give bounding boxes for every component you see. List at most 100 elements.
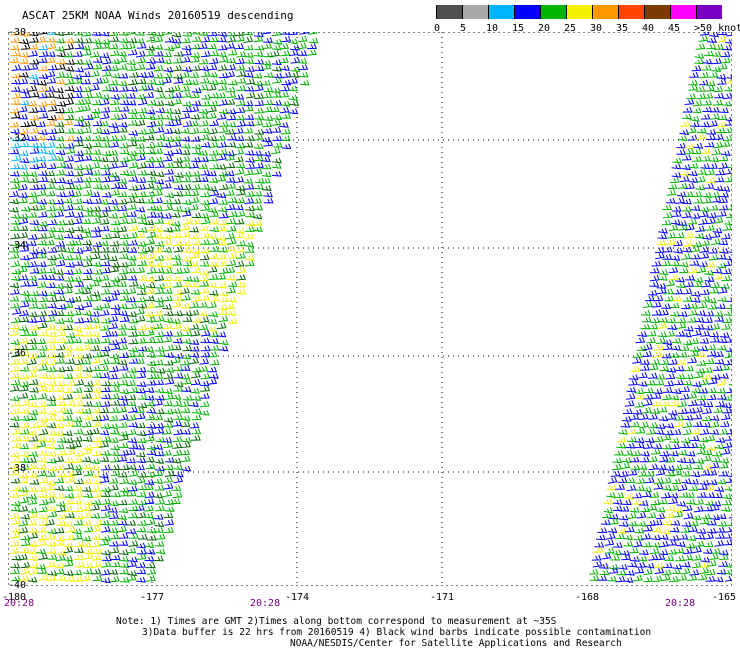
wind-barb bbox=[28, 568, 39, 575]
wind-barb bbox=[155, 92, 166, 99]
wind-barb bbox=[91, 38, 102, 45]
wind-barb bbox=[10, 213, 21, 220]
wind-barb bbox=[56, 472, 67, 478]
wind-barb bbox=[38, 514, 49, 520]
wind-barb bbox=[289, 100, 300, 107]
wind-barb bbox=[692, 99, 703, 107]
wind-barb bbox=[37, 198, 47, 205]
wind-barb bbox=[108, 322, 119, 330]
wind-barb bbox=[145, 337, 156, 344]
wind-barb bbox=[108, 134, 119, 142]
wind-barb bbox=[638, 372, 648, 379]
wind-barb bbox=[216, 225, 227, 232]
wind-barb bbox=[191, 316, 202, 323]
wind-barb bbox=[10, 99, 21, 106]
wind-barb bbox=[64, 114, 75, 121]
wind-barb bbox=[82, 239, 93, 246]
wind-barb bbox=[92, 415, 103, 422]
wind-barb bbox=[9, 492, 19, 499]
wind-barb bbox=[18, 337, 29, 344]
wind-barb bbox=[162, 490, 173, 498]
wind-barb bbox=[675, 197, 685, 204]
wind-barb bbox=[91, 252, 101, 260]
wind-barb bbox=[118, 555, 129, 562]
wind-barb bbox=[19, 99, 30, 106]
wind-barb bbox=[172, 240, 183, 247]
wind-barbs bbox=[8, 32, 732, 584]
wind-barb bbox=[9, 121, 20, 128]
wind-barb bbox=[137, 107, 148, 114]
wind-barb bbox=[627, 520, 638, 527]
wind-barb bbox=[27, 486, 38, 493]
wind-barb bbox=[171, 135, 182, 142]
wind-barb bbox=[653, 435, 664, 443]
wind-barb bbox=[72, 337, 83, 344]
wind-barb bbox=[171, 457, 182, 464]
wind-barb bbox=[35, 121, 46, 127]
wind-barb bbox=[703, 92, 714, 99]
wind-barb bbox=[709, 156, 719, 163]
wind-barb bbox=[37, 252, 47, 259]
wind-barb bbox=[162, 32, 173, 35]
wind-barb bbox=[254, 114, 265, 121]
wind-barb bbox=[19, 245, 30, 252]
lat-label-30: -30 bbox=[8, 27, 27, 38]
wind-barb bbox=[621, 457, 632, 464]
wind-barb bbox=[252, 190, 263, 197]
wind-barb bbox=[608, 513, 619, 520]
wind-barb bbox=[272, 100, 283, 106]
wind-barb bbox=[18, 519, 29, 527]
wind-barb bbox=[19, 88, 30, 94]
wind-barb bbox=[173, 330, 184, 337]
wind-barb bbox=[154, 274, 165, 282]
wind-barb bbox=[54, 455, 65, 462]
wind-barb bbox=[46, 352, 57, 359]
wind-barb bbox=[163, 408, 174, 415]
wind-barb bbox=[688, 162, 699, 169]
wind-barb bbox=[217, 51, 227, 58]
wind-barb bbox=[144, 182, 155, 190]
wind-barb bbox=[262, 127, 273, 134]
wind-barb bbox=[636, 511, 647, 519]
wind-barb bbox=[81, 535, 92, 542]
wind-barb bbox=[99, 440, 109, 448]
wind-barb bbox=[691, 561, 702, 569]
wind-barb bbox=[199, 156, 209, 163]
wind-barb bbox=[171, 408, 181, 414]
wind-barb bbox=[54, 415, 65, 422]
wind-barb bbox=[153, 399, 164, 406]
wind-barb bbox=[36, 106, 47, 113]
wind-barb bbox=[297, 42, 307, 50]
wind-barb bbox=[18, 274, 29, 281]
wind-barb bbox=[191, 148, 202, 155]
wind-barb bbox=[710, 231, 721, 238]
wind-barb bbox=[137, 169, 148, 176]
wind-barb bbox=[47, 409, 57, 416]
wind-barb bbox=[63, 301, 74, 309]
wind-barb bbox=[126, 372, 137, 379]
wind-barb bbox=[38, 73, 49, 80]
wind-barb bbox=[225, 42, 235, 49]
wind-barb bbox=[173, 428, 184, 436]
wind-barb bbox=[190, 113, 201, 120]
wind-barb bbox=[145, 548, 156, 555]
wind-barb bbox=[625, 442, 636, 449]
wind-barb bbox=[135, 135, 146, 142]
wind-barb bbox=[606, 484, 617, 491]
wind-barb bbox=[117, 80, 128, 87]
wind-barb bbox=[28, 409, 39, 416]
wind-barb bbox=[146, 170, 157, 177]
wind-barb bbox=[263, 191, 273, 198]
wind-barb bbox=[101, 435, 112, 442]
wind-barb bbox=[689, 435, 700, 442]
wind-barb bbox=[118, 253, 129, 259]
wind-barb bbox=[724, 532, 732, 539]
wind-barb bbox=[654, 429, 665, 435]
wind-barb bbox=[200, 70, 211, 78]
wind-barb bbox=[37, 321, 48, 329]
wind-barb bbox=[666, 189, 677, 196]
wind-barb bbox=[680, 170, 690, 177]
wind-barb bbox=[191, 434, 201, 441]
wind-barb bbox=[695, 184, 706, 191]
wind-barb bbox=[180, 455, 191, 462]
